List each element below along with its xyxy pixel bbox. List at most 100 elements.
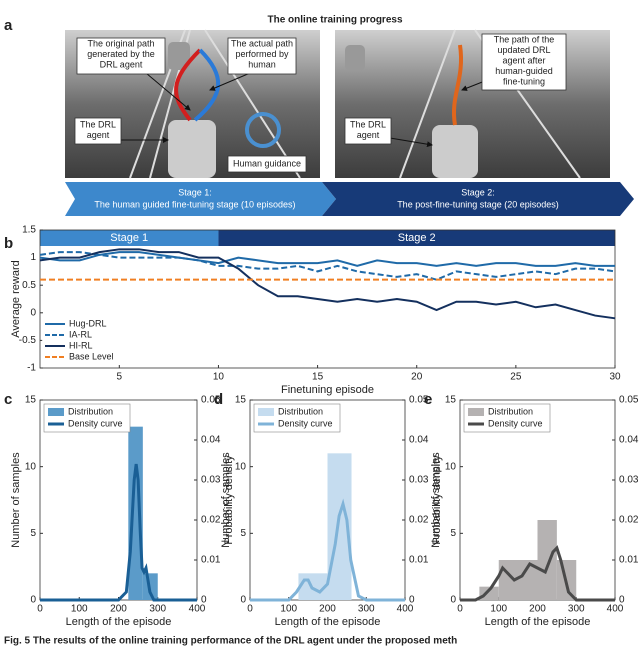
legend-label: Density curve [278,418,333,428]
x-tick-label: 200 [319,604,336,615]
y-tick-label: -0.5 [19,335,37,346]
panel-letter: a [4,17,13,34]
y2-tick-label: 0.04 [201,435,221,446]
x-tick-label: 5 [117,372,123,383]
series-line [39,251,616,281]
pointer [389,137,433,148]
density-curve [40,463,197,602]
label-text: The original path [87,38,154,48]
y2-axis-label: Probability density [223,455,235,545]
label-text: The DRL [80,119,116,129]
x-tick-label: 100 [490,604,507,615]
legend-label: Density curve [68,418,123,428]
stage-label: Stage 1 [110,232,148,244]
y2-tick-label: 0.01 [619,555,639,566]
legend-swatch [48,408,64,416]
label-box [227,37,297,75]
stage-title: Stage 1: [178,187,212,197]
x-tick-label: 15 [312,372,324,383]
legend-label: Hug-DRL [69,318,107,328]
x-tick-label: 20 [411,372,423,383]
y-tick-label: 15 [445,395,457,406]
y2-tick-label: 0.04 [619,435,639,446]
x-tick-label: 400 [397,604,414,615]
label-box [76,37,166,75]
x-axis-label: Length of the episode [66,616,172,628]
legend-swatch [258,408,274,416]
panel-letter: c [4,391,12,408]
y2-tick-label: 0 [619,595,625,606]
hist-bar [498,560,538,600]
y-axis-label: Number of samples [430,452,442,548]
y-tick-label: 10 [25,461,37,472]
x-tick-label: 300 [358,604,375,615]
y2-tick-label: 0.05 [409,395,429,406]
y2-tick-label: 0.03 [619,475,639,486]
y-tick-label: 5 [450,528,456,539]
photo-right [335,29,610,179]
x-tick-label: 100 [71,604,88,615]
y2-tick-label: 0.04 [409,435,429,446]
x-tick-label: 100 [280,604,297,615]
label-text: Human guidance [233,158,301,168]
legend-bg [42,341,112,352]
y2-tick-label: 0 [409,595,415,606]
y-tick-label: 0 [30,595,36,606]
stage-text: The human guided fine-tuning stage (10 e… [94,199,295,209]
legend-bg [42,319,112,330]
legend-label: Distribution [68,406,113,416]
y-axis-label: Average reward [10,260,22,337]
label-text: DRL agent [100,59,143,69]
y-tick-label: 15 [25,395,37,406]
legend-label: Base Level [69,351,114,361]
y2-tick-label: 0.03 [409,475,429,486]
caption: Fig. 5 The results of the online trainin… [4,636,457,647]
legend-bg [42,330,112,341]
legend-label: IA-RL [69,329,92,339]
stage-arrow [322,182,634,216]
label-box [227,155,307,173]
legend-label: Density curve [488,418,543,428]
y-axis-label: Number of samples [10,452,22,548]
panel-letter: e [424,391,432,408]
x-tick-label: 300 [568,604,585,615]
x-axis-label: Length of the episode [485,616,591,628]
pointer [139,67,191,111]
x-tick-label: 30 [609,372,621,383]
label-text: The DRL [350,119,386,129]
x-tick-label: 400 [189,604,206,615]
series-line [39,248,616,320]
y2-tick-label: 0.05 [619,395,639,406]
legend-label: HI-RL [69,340,93,350]
label-box [74,117,122,145]
y-tick-label: 10 [235,461,247,472]
y2-tick-label: 0.05 [201,395,221,406]
panel-letter: d [214,391,223,408]
x-tick-label: 25 [510,372,522,383]
x-axis-label: Finetuning episode [281,384,374,396]
stage-label: Stage 2 [398,232,436,244]
x-tick-label: 300 [149,604,166,615]
label-text: agent [87,130,110,140]
stage-arrow [65,182,336,216]
stage-text: The post-fine-tuning stage (20 episodes) [397,199,559,209]
legend-label: Distribution [488,406,533,416]
hist-bar [537,520,557,600]
y-axis-label: Number of samples [220,452,232,548]
label-text: human [248,59,276,69]
y2-tick-label: 0.02 [201,515,221,526]
y2-tick-label: 0.01 [409,555,429,566]
legend-label: Distribution [278,406,323,416]
label-text: The actual path [231,38,293,48]
density-curve [250,498,405,602]
stage-band [40,230,219,246]
y-tick-label: 0 [30,307,36,318]
y-tick-label: 1.5 [22,225,36,236]
y2-tick-label: 0.02 [409,515,429,526]
y-tick-label: 0 [450,595,456,606]
hist-bar [128,426,143,600]
y2-tick-label: 0 [201,595,207,606]
label-box [481,33,567,91]
stage-title: Stage 2: [461,187,495,197]
